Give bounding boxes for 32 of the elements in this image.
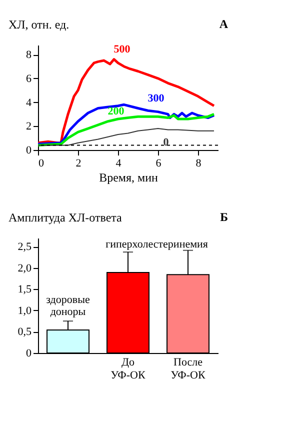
y-tick-label: 1,5 (18, 284, 32, 296)
x-tick-label: 0 (38, 158, 44, 170)
y-axis-title: ХЛ, отн. ед. (8, 18, 70, 32)
series-label: 0 (163, 136, 170, 149)
x-tick-label: 8 (196, 158, 202, 170)
y-tick-label: 0 (26, 348, 32, 360)
y-tick-label: 2 (26, 120, 32, 133)
x-axis-title: Время, мин (99, 170, 159, 184)
x-tick-label: 4 (116, 158, 122, 170)
line-series (38, 128, 214, 146)
line-series (38, 112, 216, 146)
annotation: гиперхолестеринемия (106, 238, 208, 250)
series-label: 500 (114, 43, 131, 56)
x-tick-label: 6 (156, 158, 162, 170)
y-tick-label: 6 (26, 72, 32, 85)
y-axis-title: Амплитуда ХЛ-ответа (8, 210, 123, 224)
series-label: 200 (108, 105, 125, 118)
text: А (219, 17, 228, 31)
y-tick-label: 8 (26, 49, 32, 62)
series-label: 300 (148, 92, 165, 105)
x-tick-label: После УФ-ОК (170, 356, 206, 382)
y-tick-label: 2,0 (18, 262, 32, 274)
annotation: здоровые доноры (46, 294, 90, 318)
x-tick-label: До УФ-ОК (110, 356, 146, 382)
line-series (38, 58, 216, 144)
y-tick-label: 0,5 (18, 326, 32, 338)
text: Б (220, 210, 228, 224)
y-tick-label: 1,0 (18, 304, 32, 317)
y-tick-label: 0 (26, 144, 32, 156)
x-tick-label: 2 (76, 158, 82, 170)
y-tick-label: 4 (26, 96, 32, 109)
y-tick-label: 2,5 (18, 241, 32, 254)
